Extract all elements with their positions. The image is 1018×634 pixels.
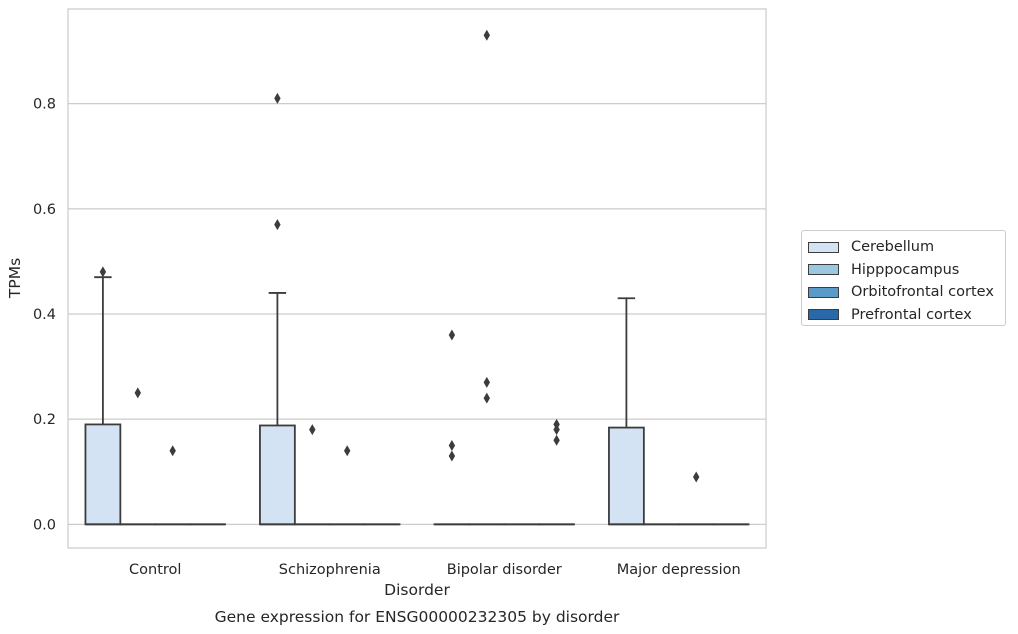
box-plot-marks	[84, 29, 750, 526]
outlier-point	[274, 219, 281, 231]
outlier-point	[99, 266, 107, 278]
x-axis-label: Disorder	[384, 581, 450, 599]
box-body	[84, 423, 122, 526]
outlier-point	[483, 392, 490, 404]
outlier-point	[483, 376, 490, 388]
legend: Cerebellum Hipppocampus Orbitofrontal cort…	[801, 230, 1006, 326]
x-tick-label: Schizophrenia	[279, 562, 381, 578]
outlier-point	[274, 92, 281, 104]
legend-swatch	[808, 309, 839, 321]
legend-label: Cerebellum	[851, 239, 935, 256]
x-tick-labels: Control Schizophrenia Bipolar disorder Majo…	[129, 562, 741, 578]
legend-label: Orbitofrontal cortex	[851, 284, 994, 301]
x-tick-label: Control	[129, 562, 181, 578]
y-tick-label: 0.2	[33, 412, 56, 428]
outlier-point	[448, 450, 456, 462]
y-tick-label: 0.0	[33, 517, 56, 533]
y-tick-label: 0.8	[33, 97, 56, 113]
outlier-point	[553, 418, 560, 430]
gridlines	[68, 103, 766, 525]
outlier-point	[134, 387, 141, 399]
legend-item: Prefrontal cortex	[808, 304, 1005, 327]
outlier-point	[693, 471, 700, 483]
outlier-point	[448, 439, 456, 451]
box-body	[259, 424, 296, 526]
legend-item: Orbitofrontal cortex	[808, 281, 1005, 304]
y-tick-label: 0.6	[33, 202, 56, 218]
y-tick-labels: 0.0 0.2 0.4 0.6 0.8	[33, 97, 56, 534]
legend-item: Hipppocampus	[808, 259, 1005, 282]
outlier-point	[309, 424, 316, 436]
legend-swatch	[808, 241, 839, 253]
y-axis-label: TPMs	[6, 258, 24, 299]
outlier-point	[553, 434, 560, 446]
outlier-point	[448, 329, 456, 341]
box-body	[608, 426, 645, 526]
legend-swatch	[808, 286, 839, 298]
legend-label: Prefrontal cortex	[851, 306, 972, 323]
x-tick-label: Major depression	[617, 562, 741, 578]
legend-swatch	[808, 264, 839, 276]
y-tick-label: 0.4	[33, 307, 56, 323]
x-tick-label: Bipolar disorder	[447, 562, 562, 578]
outlier-point	[169, 445, 176, 457]
outlier-point	[344, 445, 351, 457]
legend-label: Hipppocampus	[851, 261, 960, 278]
plot-frame	[67, 8, 767, 549]
outlier-point	[483, 29, 490, 41]
legend-item: Cerebellum	[808, 236, 1005, 259]
chart-title: Gene expression for ENSG00000232305 by d…	[215, 608, 620, 626]
